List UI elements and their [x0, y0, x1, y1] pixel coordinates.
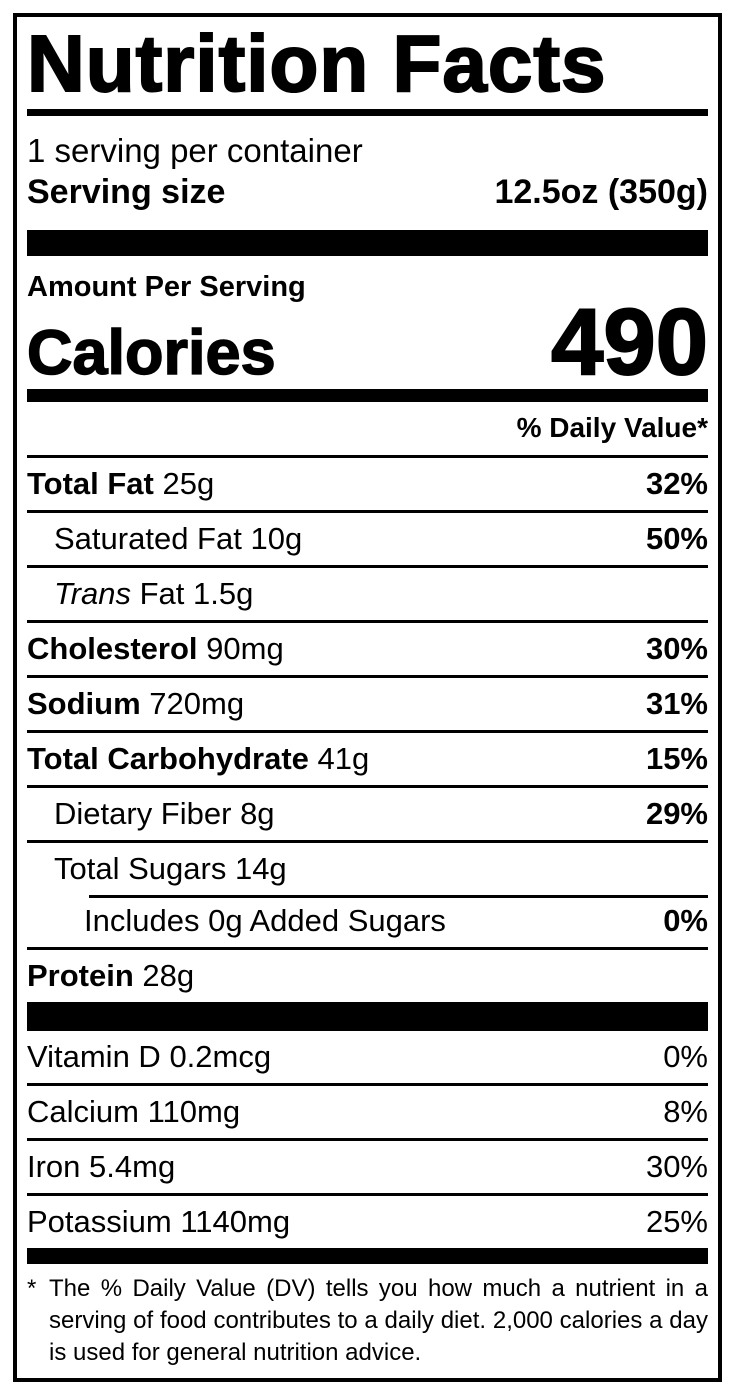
- nutrient-row-total-fat: Total Fat 25g 32%: [27, 454, 708, 510]
- nutrient-amount: 28g: [142, 957, 195, 993]
- label-title: Nutrition Facts: [26, 18, 607, 109]
- nutrient-name: Total Fat: [27, 465, 154, 501]
- vitamin-name: Potassium: [27, 1203, 172, 1239]
- nutrient-row-cholesterol: Cholesterol 90mg 30%: [27, 619, 708, 675]
- vitamin-amount: 1140mg: [180, 1203, 291, 1239]
- vitamin-dv: 0%: [663, 1038, 708, 1074]
- thick-bar-top: [27, 229, 708, 256]
- nutrient-name: Total Sugars: [54, 850, 227, 886]
- nutrient-name: Sodium: [27, 685, 141, 721]
- nutrient-row-total-sugars: Total Sugars 14g: [27, 839, 708, 895]
- nutrient-row-added-sugars: Includes 0g Added Sugars 0%: [27, 894, 708, 947]
- nutrient-amount: 90mg: [206, 630, 284, 666]
- nutrient-dv: 50%: [645, 520, 708, 556]
- vitamin-name: Iron: [27, 1148, 81, 1184]
- nutrient-row-saturated-fat: Saturated Fat 10g 50%: [27, 509, 708, 565]
- nutrient-amount: 14g: [234, 850, 287, 886]
- vitamin-dv: 8%: [663, 1093, 708, 1129]
- nutrient-amount: Fat 1.5g: [139, 575, 254, 611]
- nutrient-amount: 41g: [317, 740, 370, 776]
- nutrient-row-trans-fat: Trans Fat 1.5g: [27, 564, 708, 620]
- nutrient-row-total-carbohydrate: Total Carbohydrate 41g 15%: [27, 729, 708, 785]
- vitamin-dv: 30%: [645, 1148, 708, 1184]
- vitamin-amount: 5.4mg: [89, 1148, 176, 1184]
- nutrient-row-protein: Protein 28g: [27, 946, 708, 1002]
- vitamin-row-calcium: Calcium 110mg 8%: [27, 1082, 708, 1138]
- calories-value: 490: [550, 288, 709, 394]
- serving-size-row: Serving size 12.5oz (350g): [27, 172, 708, 212]
- nutrient-amount: 25g: [162, 465, 215, 501]
- vitamin-row-iron: Iron 5.4mg 30%: [27, 1137, 708, 1193]
- nutrient-dv: 30%: [645, 630, 708, 666]
- vitamin-amount: 110mg: [147, 1093, 241, 1129]
- nutrient-dv: 32%: [645, 465, 708, 501]
- thick-bar-protein: [27, 1001, 708, 1031]
- footnote-text: The % Daily Value (DV) tells you how muc…: [49, 1274, 708, 1366]
- footnote: * The % Daily Value (DV) tells you how m…: [27, 1264, 708, 1369]
- vitamin-dv: 25%: [645, 1203, 708, 1239]
- nutrient-name: Dietary Fiber: [54, 795, 232, 831]
- nutrient-row-sodium: Sodium 720mg 31%: [27, 674, 708, 730]
- vitamin-name: Vitamin D: [27, 1038, 161, 1074]
- serving-size-value: 12.5oz (350g): [494, 172, 708, 211]
- nutrient-name: Protein: [27, 957, 134, 993]
- calories-row: Calories 490: [26, 288, 709, 394]
- calories-label: Calories: [26, 317, 276, 388]
- daily-value-header: % Daily Value*: [516, 411, 708, 443]
- nutrient-name: Includes 0g Added Sugars: [84, 902, 446, 938]
- calories-divider-bar: [27, 388, 708, 402]
- servings-per-container: 1 serving per container: [27, 131, 363, 169]
- nutrient-amount: 10g: [250, 520, 303, 556]
- nutrient-dv: 31%: [645, 685, 708, 721]
- nutrient-amount: 8g: [240, 795, 275, 831]
- thick-bar-footnote: [27, 1247, 708, 1264]
- nutrient-row-dietary-fiber: Dietary Fiber 8g 29%: [27, 784, 708, 840]
- nutrient-name: Trans: [54, 575, 131, 611]
- amount-per-serving-label: Amount Per Serving: [27, 270, 306, 303]
- nutrition-facts-label: Nutrition Facts 1 serving per container …: [13, 13, 722, 1382]
- vitamin-name: Calcium: [27, 1093, 139, 1129]
- nutrient-dv: 15%: [645, 740, 708, 776]
- nutrient-dv: 0%: [663, 902, 708, 938]
- footnote-marker: *: [27, 1274, 37, 1302]
- nutrient-name: Cholesterol: [27, 630, 198, 666]
- title-rule: [27, 108, 708, 116]
- vitamin-row-vitamin-d: Vitamin D 0.2mcg 0%: [27, 1031, 708, 1083]
- nutrient-amount: 720mg: [149, 685, 245, 721]
- nutrient-dv: 29%: [645, 795, 708, 831]
- vitamin-row-potassium: Potassium 1140mg 25%: [27, 1192, 708, 1248]
- serving-size-label: Serving size: [27, 172, 226, 211]
- nutrient-name: Total Carbohydrate: [27, 740, 309, 776]
- vitamin-amount: 0.2mcg: [169, 1038, 272, 1074]
- nutrient-name: Saturated Fat: [54, 520, 242, 556]
